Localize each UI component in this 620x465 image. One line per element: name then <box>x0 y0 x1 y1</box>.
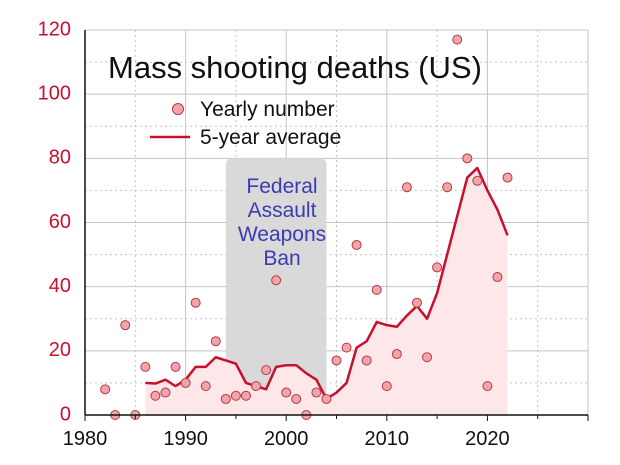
data-point <box>452 34 463 45</box>
x-tick-label: 1990 <box>163 428 208 450</box>
ban-region <box>225 158 327 416</box>
data-point <box>411 297 422 308</box>
x-tick-label: 1980 <box>63 428 108 450</box>
data-point <box>200 381 211 392</box>
data-point <box>341 342 352 353</box>
y-tick-labels: 0 20 40 60 80 100 120 <box>38 18 71 425</box>
axes <box>84 30 589 421</box>
data-point <box>311 387 322 398</box>
data-point <box>401 182 412 193</box>
data-point <box>140 361 151 372</box>
x-tick-label: 2020 <box>465 428 510 450</box>
y-tick-label: 40 <box>49 275 71 297</box>
x-tick-label: 2000 <box>264 428 309 450</box>
data-point <box>100 384 111 395</box>
ban-label-line-2: Assault <box>248 199 317 222</box>
x-tick-labels: 1980 1990 2000 2010 2020 <box>63 428 510 450</box>
average-area-layer <box>145 167 508 415</box>
data-point <box>472 175 483 186</box>
yearly-points-layer <box>100 34 513 420</box>
data-point <box>432 262 443 273</box>
y-tick-label: 120 <box>38 18 71 40</box>
data-point <box>251 381 262 392</box>
data-point <box>502 172 513 183</box>
average-area <box>145 167 508 415</box>
data-point <box>230 390 241 401</box>
data-point <box>281 387 292 398</box>
data-point <box>210 336 221 347</box>
legend-label-yearly: Yearly number <box>200 98 335 121</box>
ban-label-line-4: Ban <box>263 247 300 270</box>
data-point <box>422 352 433 363</box>
legend: Yearly number 5-year average <box>150 98 341 149</box>
data-point <box>170 361 181 372</box>
data-point <box>442 182 453 193</box>
legend-point-marker <box>172 103 184 115</box>
ban-region-layer <box>225 158 327 416</box>
data-point <box>120 320 131 331</box>
data-point <box>462 153 473 164</box>
data-point <box>321 393 332 404</box>
y-tick-label: 80 <box>49 147 71 169</box>
data-point <box>331 355 342 366</box>
data-point <box>261 365 272 376</box>
data-point <box>160 387 171 398</box>
ban-label-line-3: Weapons <box>238 223 326 246</box>
y-tick-label: 100 <box>38 82 71 104</box>
data-point <box>291 393 302 404</box>
ban-annotation: Federal Assault Weapons Ban <box>238 175 326 270</box>
data-point <box>482 381 493 392</box>
y-tick-label: 20 <box>49 339 71 361</box>
data-point <box>180 377 191 388</box>
data-point <box>190 297 201 308</box>
data-point <box>351 239 362 250</box>
legend-label-average: 5-year average <box>200 126 341 149</box>
x-tick-label: 2010 <box>365 428 410 450</box>
ban-label-line-1: Federal <box>246 175 317 198</box>
y-tick-label: 60 <box>49 211 71 233</box>
chart-title: Mass shooting deaths (US) <box>108 50 482 85</box>
data-point <box>492 272 503 283</box>
data-point <box>150 390 161 401</box>
data-point <box>381 381 392 392</box>
data-point <box>271 275 282 286</box>
data-point <box>361 355 372 366</box>
data-point <box>220 393 231 404</box>
data-point <box>240 390 251 401</box>
data-point <box>371 284 382 295</box>
y-tick-label: 0 <box>60 403 71 425</box>
data-point <box>391 349 402 360</box>
